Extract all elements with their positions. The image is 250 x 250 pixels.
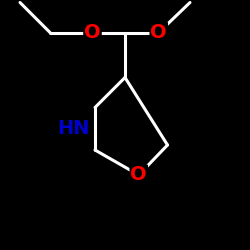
Text: HN: HN (58, 119, 90, 138)
Text: O: O (84, 23, 101, 42)
Text: O: O (130, 166, 147, 184)
Text: O: O (150, 23, 167, 42)
